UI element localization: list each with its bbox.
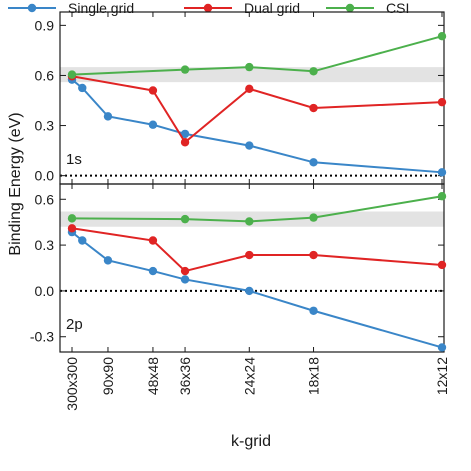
data-point	[180, 129, 190, 139]
data-point	[78, 236, 87, 245]
x-tick-label: 24x24	[241, 357, 257, 395]
legend-marker	[203, 3, 213, 13]
panel-frame	[59, 183, 445, 353]
legend-label: Dual grid	[244, 0, 300, 16]
x-axis: 300x300 90x90 48x48 36x36 24x24 18x18 12x12	[64, 357, 450, 411]
x-tick-label: 18x18	[306, 357, 322, 395]
data-point	[245, 84, 254, 94]
data-point	[148, 266, 158, 276]
y-tick-label: 0.6	[35, 191, 55, 207]
data-point	[103, 112, 113, 121]
data-point	[148, 120, 158, 129]
legend: Single grid Dual grid CSI	[8, 0, 409, 16]
x-tick-label: 36x36	[177, 357, 193, 395]
data-point	[245, 217, 254, 226]
data-point	[245, 62, 254, 72]
data-point	[180, 65, 190, 74]
y-tick-label: -0.3	[30, 329, 54, 345]
y-tick-label: 0.3	[35, 118, 55, 134]
legend-item-dual-grid: Dual grid	[184, 0, 300, 16]
x-tick-label: 300x300	[64, 357, 80, 411]
panel-frame	[59, 11, 445, 185]
data-point	[437, 168, 447, 177]
y-tick-label: 0.0	[35, 283, 55, 299]
data-point	[437, 192, 447, 201]
data-point	[180, 214, 190, 224]
data-point	[309, 250, 318, 260]
series-line	[71, 78, 443, 174]
data-point	[180, 266, 190, 276]
data-point	[309, 67, 318, 76]
data-point	[245, 250, 254, 260]
legend-item-single-grid: Single grid	[8, 0, 134, 16]
data-point	[437, 343, 447, 352]
legend-label: CSI	[386, 0, 409, 16]
data-point	[437, 260, 447, 270]
data-point	[67, 214, 77, 223]
data-point	[437, 97, 447, 107]
x-tick-label: 48x48	[145, 357, 161, 395]
y-axis-label: Binding Energy (eV)	[7, 112, 24, 255]
data-point	[245, 141, 254, 150]
y-tick-label: 0.6	[35, 67, 55, 83]
panel-label: 1s	[66, 151, 82, 168]
data-point	[148, 86, 158, 95]
series-dual-grid	[67, 224, 447, 276]
data-point	[103, 256, 113, 265]
data-point	[437, 32, 447, 41]
data-point	[67, 224, 77, 233]
panel-2p: -0.3 0.0 0.3 0.6 2p	[30, 183, 447, 353]
x-axis-label: k-grid	[231, 433, 271, 450]
series-line	[71, 231, 443, 349]
data-point	[309, 213, 318, 222]
legend-item-csi: CSI	[326, 0, 409, 16]
plot-panels: 0.0 0.3 0.6 0.9 1s -0.3 0.0 0.3 0.6 2p	[30, 11, 447, 353]
y-tick-label: 0.0	[35, 168, 55, 184]
legend-marker	[27, 3, 37, 13]
data-point	[309, 158, 318, 167]
y-tick-label: 0.3	[35, 237, 55, 253]
data-point	[67, 70, 77, 79]
panel-1s: 0.0 0.3 0.6 0.9 1s	[35, 11, 447, 185]
series-dual-grid	[67, 72, 447, 147]
series-csi	[67, 32, 447, 79]
data-point	[180, 138, 190, 147]
panel-label: 2p	[66, 316, 83, 333]
data-point	[148, 236, 158, 245]
x-tick-label: 90x90	[100, 357, 116, 395]
data-point	[309, 103, 318, 113]
x-tick-label: 12x12	[434, 357, 450, 395]
series-csi	[67, 192, 447, 226]
series-line	[71, 75, 443, 144]
data-point	[309, 306, 318, 315]
data-point	[180, 275, 190, 284]
legend-marker	[345, 3, 355, 13]
data-point	[245, 286, 254, 296]
data-point	[78, 83, 87, 93]
series-line	[71, 227, 443, 273]
series-single-grid	[67, 227, 447, 352]
legend-label: Single grid	[68, 0, 134, 16]
y-tick-label: 0.9	[35, 17, 55, 33]
